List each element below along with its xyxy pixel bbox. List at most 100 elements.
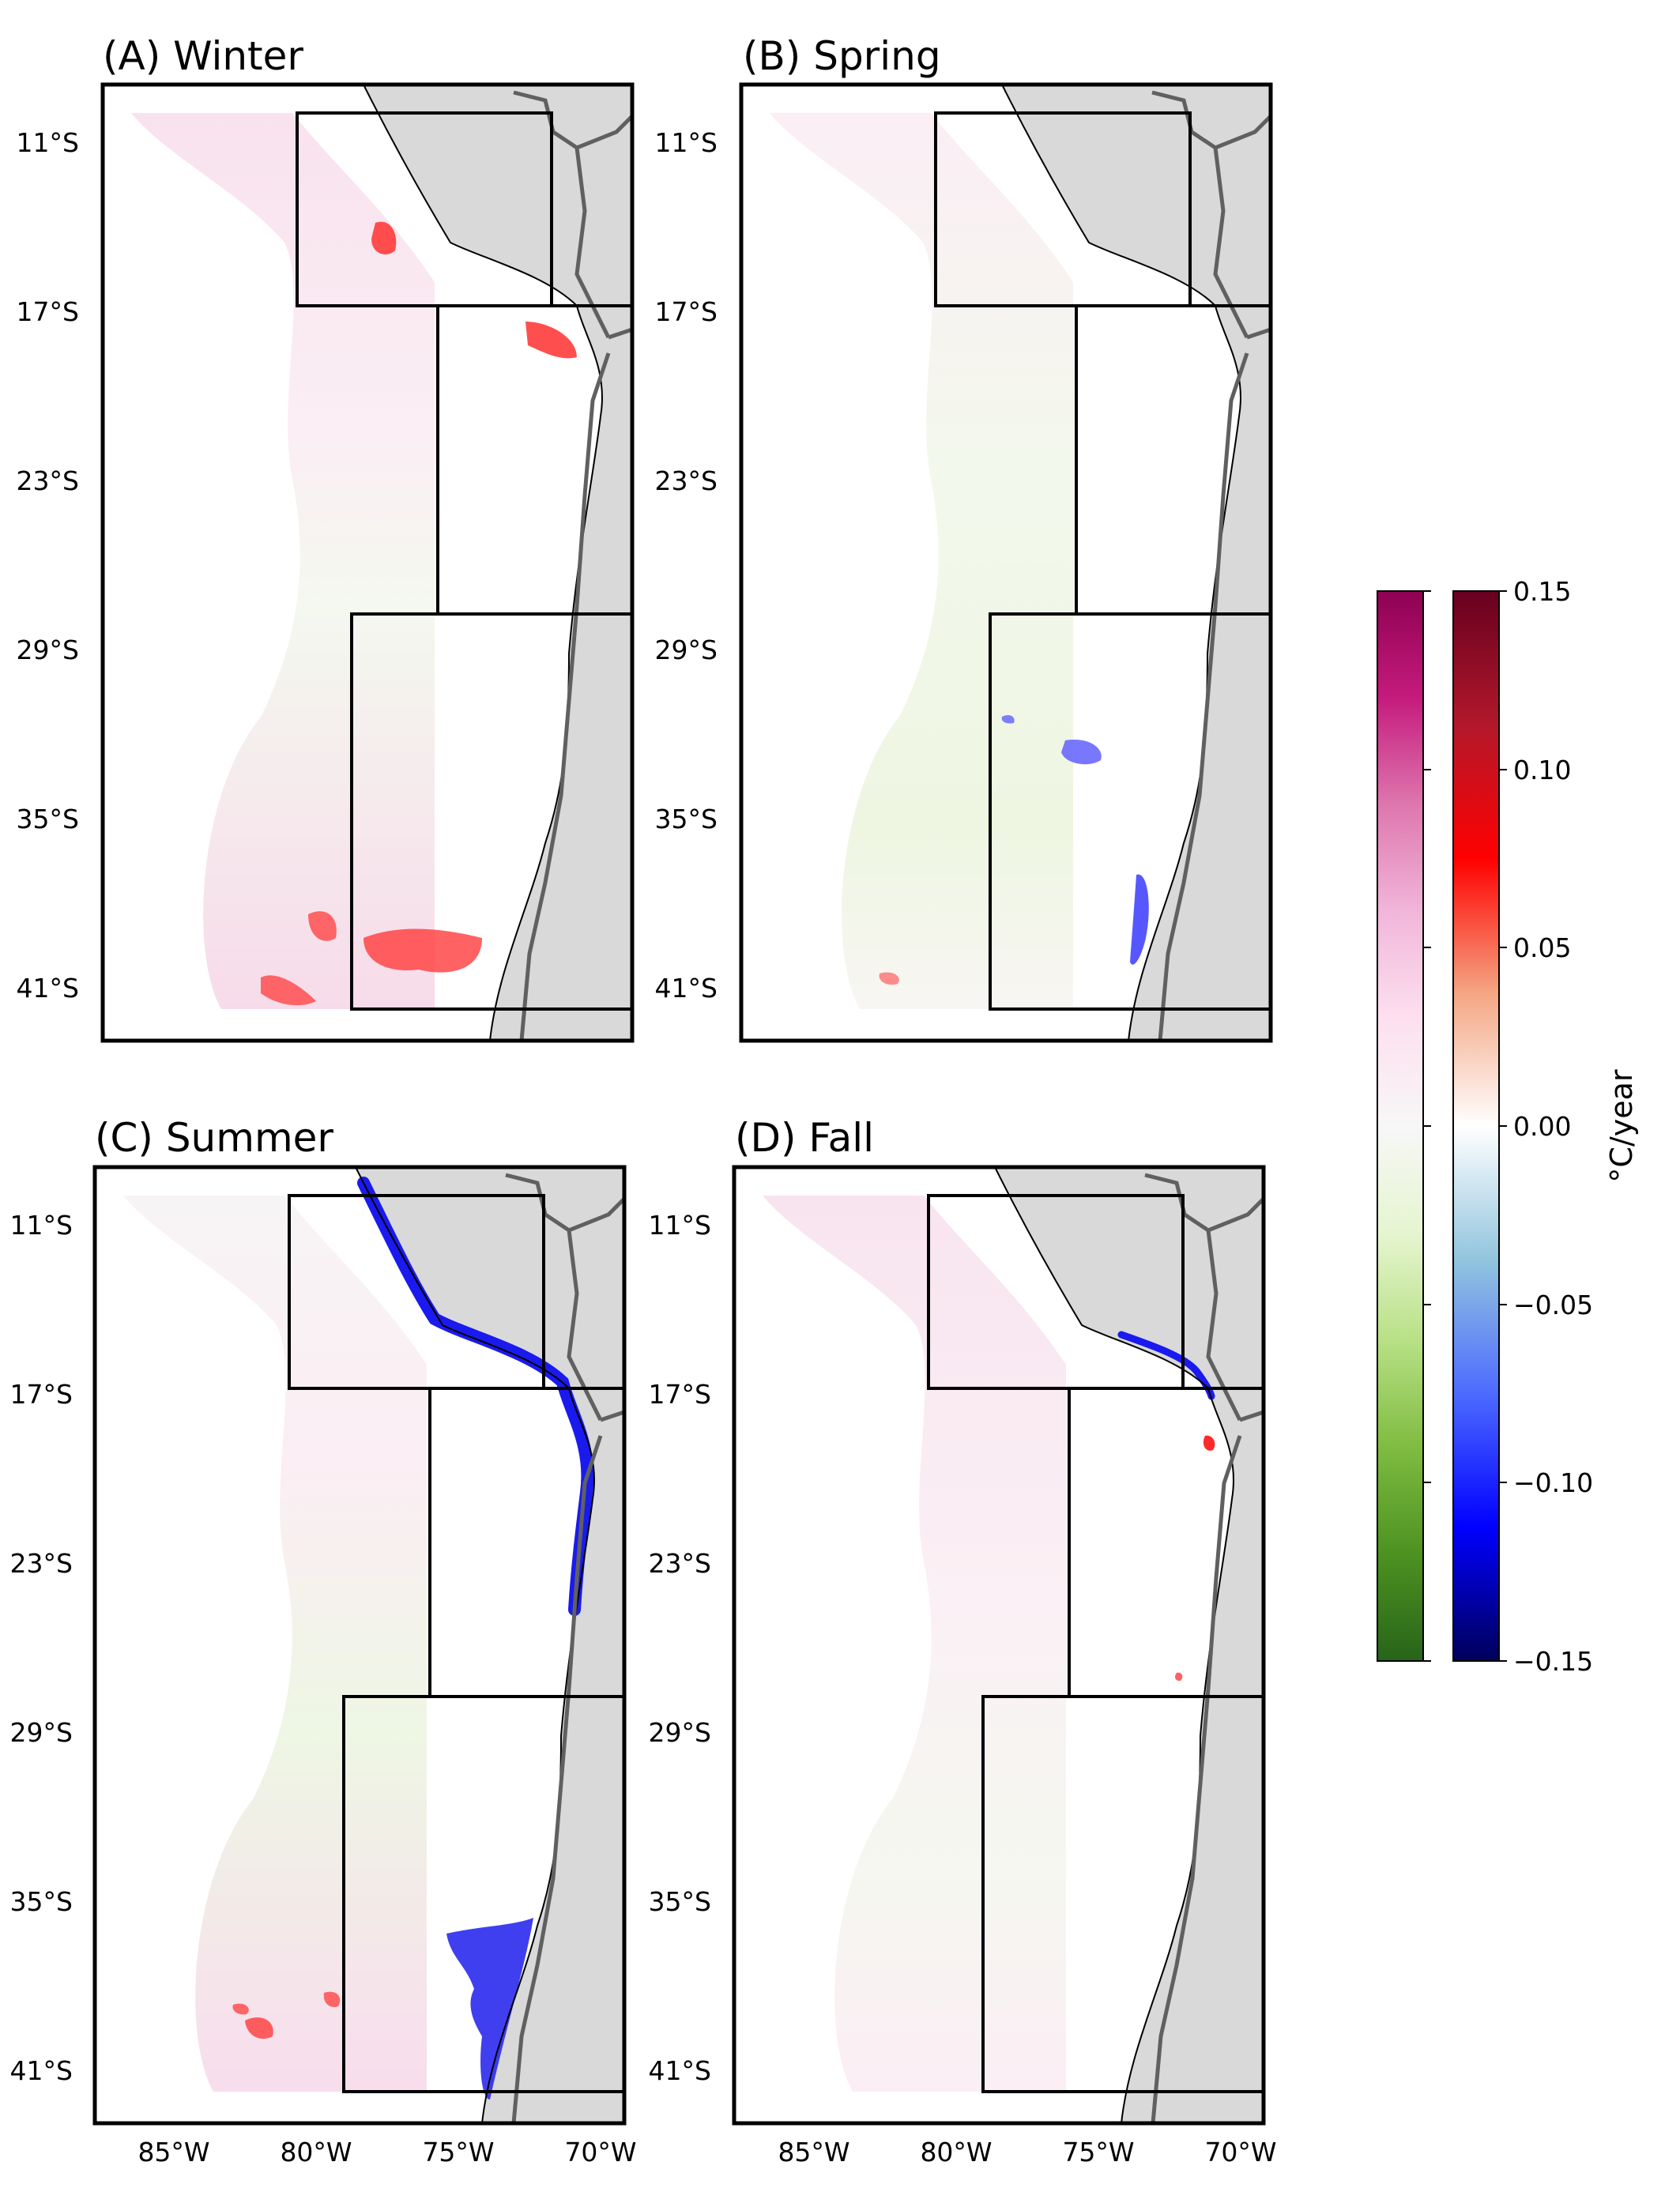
colorbar-tick-labels: 0.15 0.10 0.05 0.00 −0.05 −0.10 −0.15 [1513, 576, 1593, 1677]
lat-tick-label: 11°S [17, 127, 79, 158]
warming-patch [1174, 1672, 1183, 1682]
cooling-patch [1061, 740, 1102, 765]
land [363, 85, 632, 1041]
country-border [1151, 90, 1272, 1041]
panel-fall: (D) Fall [732, 1115, 1266, 2126]
panel-title: (A) Winter [103, 33, 303, 79]
warming-patch [371, 221, 397, 254]
lat-tick-label: 23°S [649, 1548, 711, 1579]
lat-tick-label: 23°S [10, 1548, 73, 1579]
coastline [994, 1166, 1234, 2124]
lat-tick-label: 11°S [649, 1210, 711, 1241]
lat-tick-label: 17°S [10, 1379, 73, 1410]
ocean-trend-field [763, 1196, 1066, 2092]
coastline [1001, 84, 1241, 1041]
lon-tick-label: 80°W [280, 2137, 352, 2167]
colorbar-tick-label: 0.15 [1513, 576, 1571, 607]
country-border [505, 1173, 626, 2124]
subregion-box-north [927, 1194, 1185, 1390]
lat-tick-label: 17°S [655, 296, 718, 327]
lat-tick-label: 41°S [17, 973, 79, 1004]
colorbar-title: °C/year [1604, 1069, 1639, 1182]
warming-patch [308, 911, 337, 941]
subregion-box-north [288, 1194, 545, 1390]
colorbar-tick-label: 0.05 [1513, 932, 1571, 963]
colorbar-blue-red [1452, 590, 1500, 1662]
panel-title: (D) Fall [735, 1115, 874, 1161]
map-border [739, 82, 1273, 1043]
panel-spring: (B) Spring [739, 33, 1273, 1043]
lat-tick-label: 35°S [10, 1886, 73, 1917]
lat-tick-label: 29°S [655, 635, 718, 665]
warming-patch [323, 1991, 341, 2008]
land [356, 1167, 624, 2123]
map-frame [739, 82, 1273, 1043]
coastline [363, 84, 603, 1041]
country-border [513, 90, 634, 1041]
lat-tick-label: 11°S [10, 1210, 73, 1241]
cooling-patch [1130, 874, 1149, 965]
lat-tick-label: 35°S [655, 804, 718, 834]
lat-tick-label: 17°S [649, 1379, 711, 1410]
lat-tick-label: 11°S [655, 127, 718, 158]
lat-tick-label: 23°S [17, 465, 79, 496]
panel-summer: (C) Summer [92, 1115, 627, 2126]
lat-ticks-panel-b: 11°S 17°S 23°S 29°S 35°S 41°S [655, 127, 718, 1004]
map-frame [92, 1165, 627, 2126]
ocean-trend-field [770, 113, 1073, 1009]
land [995, 1167, 1264, 2123]
colorbar-green-pink [1377, 590, 1424, 1662]
cooling-patch [1001, 714, 1015, 724]
subregion-box-north [934, 111, 1192, 307]
colorbar-tick-label: −0.15 [1513, 1646, 1593, 1677]
warming-patch [1203, 1435, 1215, 1451]
lon-tick-label: 80°W [920, 2137, 992, 2167]
warming-patch [232, 2003, 249, 2015]
lat-tick-label: 41°S [655, 973, 718, 1004]
lat-tick-label: 35°S [17, 804, 79, 834]
lon-tick-label: 85°W [137, 2137, 209, 2167]
warming-patch [525, 322, 577, 359]
ocean-trend-field [123, 1196, 427, 2092]
map-frame [732, 1165, 1266, 2126]
lat-ticks-panel-c: 11°S 17°S 23°S 29°S 35°S 41°S [10, 1210, 73, 2086]
colorbar: 0.15 0.10 0.05 0.00 −0.05 −0.10 −0.15 °C… [1377, 576, 1639, 1677]
colorbar-tick-label: −0.05 [1513, 1290, 1593, 1320]
lat-tick-label: 35°S [649, 1886, 711, 1917]
lat-tick-label: 41°S [649, 2055, 711, 2086]
colorbar-tick-label: 0.00 [1513, 1111, 1571, 1142]
lon-tick-label: 85°W [778, 2137, 849, 2167]
ocean-trend-field [131, 113, 435, 1009]
land [1002, 85, 1271, 1041]
colorbar-tick-marks [1423, 590, 1507, 1662]
map-border [100, 82, 635, 1043]
lon-tick-label: 70°W [564, 2137, 636, 2167]
panel-title: (C) Summer [95, 1115, 333, 1161]
lat-tick-label: 29°S [10, 1717, 73, 1748]
colorbar-tick-label: −0.10 [1513, 1467, 1593, 1498]
lon-tick-label: 70°W [1204, 2137, 1276, 2167]
lat-tick-label: 29°S [649, 1717, 711, 1748]
lon-tick-label: 75°W [422, 2137, 494, 2167]
warming-patch [879, 972, 899, 985]
map-border [732, 1165, 1266, 2126]
lat-tick-label: 41°S [10, 2055, 73, 2086]
lon-ticks-panel-c: 85°W 80°W 75°W 70°W [137, 2137, 636, 2167]
lat-ticks-panel-d: 11°S 17°S 23°S 29°S 35°S 41°S [649, 1210, 711, 2086]
lat-tick-label: 29°S [17, 635, 79, 665]
warming-patch [363, 928, 482, 973]
lat-ticks-panel-a: 11°S 17°S 23°S 29°S 35°S 41°S [17, 127, 79, 1004]
lat-tick-label: 17°S [17, 296, 79, 327]
lon-tick-label: 75°W [1062, 2137, 1134, 2167]
lon-ticks-panel-d: 85°W 80°W 75°W 70°W [778, 2137, 1276, 2167]
map-frame [100, 82, 635, 1043]
map-border [92, 1165, 627, 2126]
lat-tick-label: 23°S [655, 465, 718, 496]
subregion-box-north [296, 111, 553, 307]
colorbar-tick-label: 0.10 [1513, 755, 1571, 785]
panel-title: (B) Spring [743, 33, 941, 79]
country-border [1144, 1173, 1265, 2124]
coastline [355, 1166, 595, 2124]
warming-patch [245, 2017, 273, 2039]
